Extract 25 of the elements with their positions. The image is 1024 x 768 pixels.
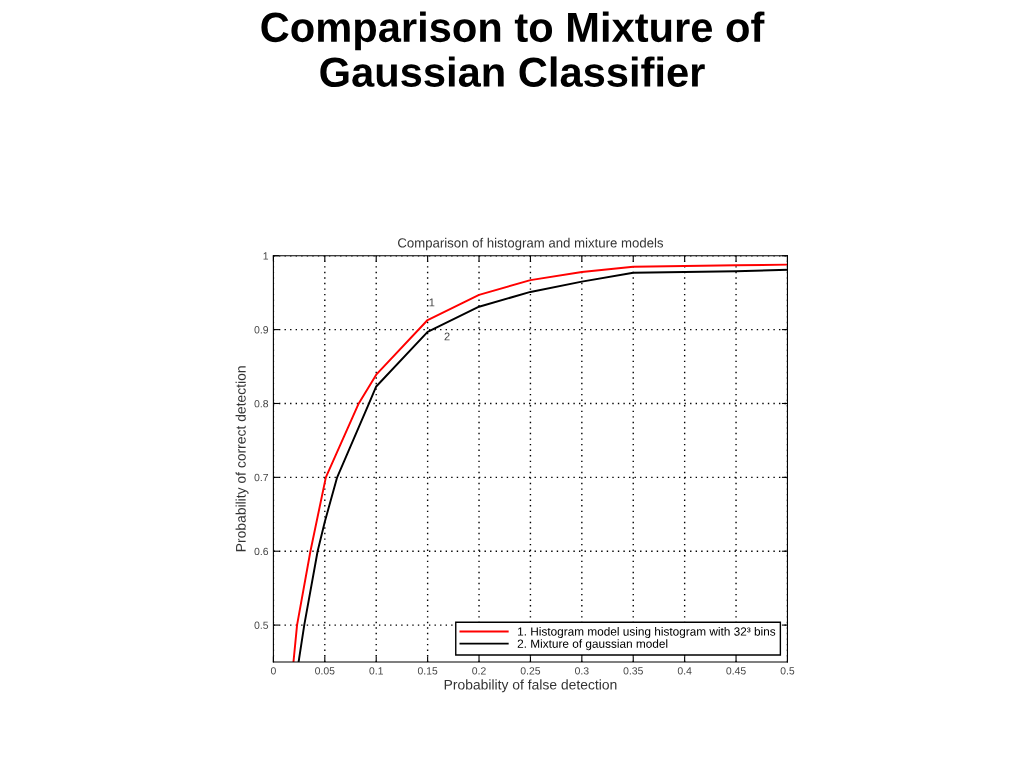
y-tick-label: 0.7 [254, 473, 269, 482]
legend-label: 2. Mixture of gaussian model [517, 639, 668, 651]
x-tick-label: 0.45 [726, 667, 746, 675]
y-tick-label: 1 [263, 252, 269, 260]
legend-label: 1. Histogram model using histogram with 32³ bins [518, 627, 776, 639]
x-tick-label: 0.15 [417, 667, 438, 675]
annotation: 2 [444, 332, 450, 341]
x-tick-label: 0.1 [369, 667, 383, 675]
x-tick-label: 0.3 [575, 667, 589, 675]
x-tick-label: 0.05 [315, 667, 335, 675]
x-axis-title: Probability of false detection [444, 679, 617, 693]
x-tick-label: 0.2 [472, 667, 486, 675]
x-tick-label: 0.35 [623, 667, 643, 675]
chart-title: Comparison to Mixture of Gaussian Classifier [261, 11, 765, 88]
x-tick-label: 0 [270, 667, 276, 675]
y-axis-title: Probability of correct detection [235, 366, 249, 552]
y-tick-label: 0.9 [254, 326, 269, 334]
x-tick-label: 0.5 [780, 667, 795, 675]
chart-subtitle: Comparison of histogram and mixture models [398, 237, 664, 251]
annotation: 1 [429, 298, 435, 307]
x-tick-label: 0.25 [520, 667, 541, 675]
x-tick-label: 0.4 [677, 667, 692, 675]
y-tick-label: 0.5 [254, 621, 269, 629]
y-tick-label: 0.6 [254, 547, 269, 556]
y-tick-label: 0.8 [254, 399, 269, 408]
